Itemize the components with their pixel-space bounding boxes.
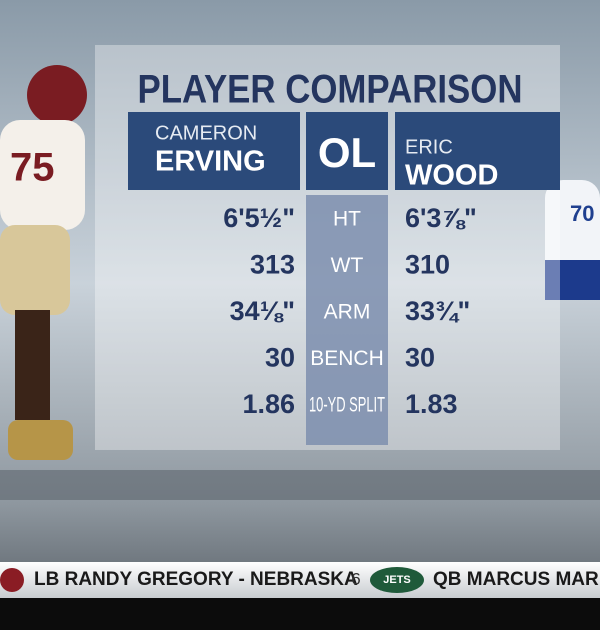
left-value: 34⅛" <box>230 296 295 326</box>
stat-rows: 6'5½" HT 6'3⅞" 313 WT 310 34⅛" ARM 33¾" 30 BENCH 30… <box>223 203 477 419</box>
right-last-name: WOOD <box>405 160 498 192</box>
stat-label: HT <box>333 208 361 231</box>
position-header <box>306 112 388 190</box>
right-value: 30 <box>405 343 435 373</box>
ticker-right: QB MARCUS MARIO <box>433 569 600 590</box>
team-logo <box>0 568 24 592</box>
ticker-bar <box>0 562 600 598</box>
stat-label: 10-YD SPLIT <box>309 394 385 417</box>
stat-label: ARM <box>324 301 371 324</box>
ticker-left: LB RANDY GREGORY - NEBRASKA <box>34 569 358 590</box>
stat-label: BENCH <box>310 347 384 370</box>
jets-logo-text: JETS <box>383 574 411 586</box>
right-value: 6'3⅞" <box>405 203 477 233</box>
label-column <box>306 195 388 445</box>
svg-text:75: 75 <box>10 146 55 190</box>
right-first-name: ERIC <box>405 136 453 158</box>
pick-number: 6 <box>351 569 360 588</box>
jets-logo <box>370 567 424 593</box>
bottom-bar <box>0 598 600 630</box>
left-last-name: ERVING <box>155 146 266 178</box>
right-value: 1.83 <box>405 389 458 419</box>
left-value: 1.86 <box>242 389 295 419</box>
left-value: 6'5½" <box>223 203 295 233</box>
stat-label: WT <box>331 254 364 277</box>
left-player: 75 <box>0 65 87 460</box>
position: OL <box>318 129 376 176</box>
svg-text:70: 70 <box>570 201 594 226</box>
left-value: 313 <box>250 250 295 280</box>
right-player: 70 <box>545 180 600 300</box>
right-value: 310 <box>405 250 450 280</box>
right-header <box>395 112 560 190</box>
right-value: 33¾" <box>405 296 470 326</box>
title: PLAYER COMPARISON <box>138 68 523 112</box>
left-first-name: CAMERON <box>155 122 257 144</box>
left-header <box>128 112 300 190</box>
floor-strip <box>0 470 600 500</box>
left-value: 30 <box>265 343 295 373</box>
